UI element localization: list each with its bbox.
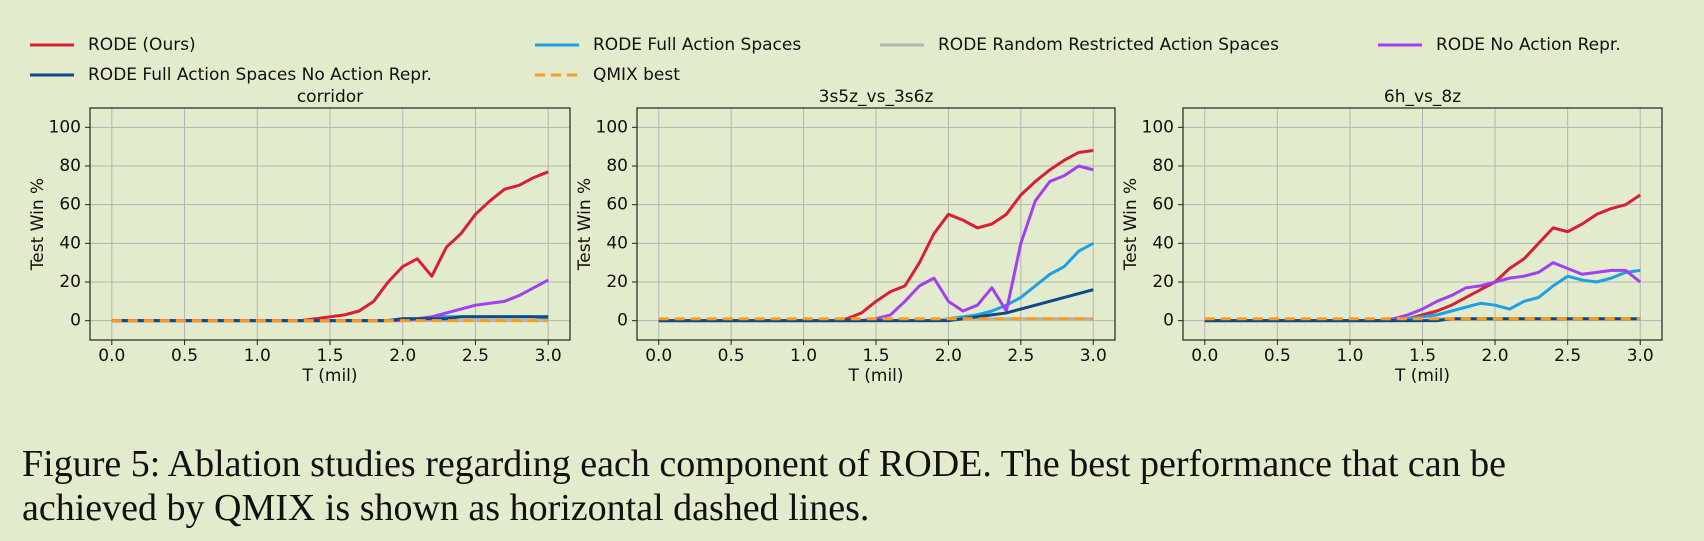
x-tick-label: 1.5 bbox=[862, 346, 889, 366]
series-line bbox=[1204, 317, 1641, 323]
x-tick-label: 1.0 bbox=[244, 346, 271, 366]
x-tick-label: 3.0 bbox=[1080, 346, 1107, 366]
x-tick-label: 0.5 bbox=[171, 346, 198, 366]
y-tick-label: 80 bbox=[1152, 156, 1174, 176]
y-axis-label: Test Win % bbox=[575, 178, 595, 271]
y-axis-label: Test Win % bbox=[1121, 178, 1141, 271]
y-tick-label: 20 bbox=[606, 272, 628, 292]
y-tick-label: 60 bbox=[59, 195, 81, 215]
legend-label: RODE Full Action Spaces No Action Repr. bbox=[88, 65, 432, 85]
y-tick-label: 100 bbox=[596, 117, 628, 137]
legend-label: RODE Random Restricted Action Spaces bbox=[938, 35, 1279, 55]
y-tick-label: 60 bbox=[1152, 195, 1174, 215]
y-tick-label: 0 bbox=[617, 311, 628, 331]
y-tick-label: 40 bbox=[59, 233, 81, 253]
x-tick-label: 1.0 bbox=[790, 346, 817, 366]
y-tick-label: 40 bbox=[606, 233, 628, 253]
y-tick-label: 100 bbox=[49, 117, 81, 137]
legend-label: QMIX best bbox=[593, 65, 680, 85]
x-axis-label: T (mil) bbox=[301, 366, 357, 386]
y-tick-label: 100 bbox=[1142, 117, 1174, 137]
caption-line: Figure 5: Ablation studies regarding eac… bbox=[22, 443, 1506, 485]
y-tick-label: 80 bbox=[59, 156, 81, 176]
x-axis-label: T (mil) bbox=[1394, 366, 1450, 386]
chart-title: 3s5z_vs_3s6z bbox=[819, 87, 934, 107]
x-tick-label: 2.5 bbox=[1007, 346, 1034, 366]
y-tick-label: 60 bbox=[606, 195, 628, 215]
x-tick-label: 0.0 bbox=[1191, 346, 1218, 366]
x-tick-label: 3.0 bbox=[535, 346, 562, 366]
y-tick-label: 20 bbox=[59, 272, 81, 292]
x-tick-label: 0.0 bbox=[645, 346, 672, 366]
chart-title: corridor bbox=[297, 87, 363, 107]
x-tick-label: 2.5 bbox=[462, 346, 489, 366]
y-tick-label: 80 bbox=[606, 156, 628, 176]
x-tick-label: 2.0 bbox=[389, 346, 416, 366]
caption-line: achieved by QMIX is shown as horizontal … bbox=[22, 487, 869, 529]
x-axis-label: T (mil) bbox=[847, 366, 903, 386]
legend-label: RODE Full Action Spaces bbox=[593, 35, 801, 55]
y-axis-label: Test Win % bbox=[28, 178, 48, 271]
x-tick-label: 3.0 bbox=[1627, 346, 1654, 366]
chart-title: 6h_vs_8z bbox=[1384, 87, 1461, 107]
y-tick-label: 0 bbox=[70, 311, 81, 331]
x-tick-label: 1.0 bbox=[1336, 346, 1363, 366]
plot-frame bbox=[89, 107, 571, 341]
x-tick-label: 0.5 bbox=[718, 346, 745, 366]
y-tick-label: 0 bbox=[1163, 311, 1174, 331]
x-tick-label: 2.0 bbox=[1482, 346, 1509, 366]
legend-label: RODE (Ours) bbox=[88, 35, 196, 55]
series-line bbox=[658, 288, 1094, 323]
x-tick-label: 0.0 bbox=[98, 346, 125, 366]
y-tick-label: 20 bbox=[1152, 272, 1174, 292]
x-tick-label: 0.5 bbox=[1264, 346, 1291, 366]
x-tick-label: 1.5 bbox=[1409, 346, 1436, 366]
x-tick-label: 2.5 bbox=[1554, 346, 1581, 366]
legend-label: RODE No Action Repr. bbox=[1436, 35, 1621, 55]
y-tick-label: 40 bbox=[1152, 233, 1174, 253]
x-tick-label: 2.0 bbox=[935, 346, 962, 366]
plot-frame bbox=[1182, 107, 1663, 341]
x-tick-label: 1.5 bbox=[316, 346, 343, 366]
plot-frame bbox=[636, 107, 1116, 341]
